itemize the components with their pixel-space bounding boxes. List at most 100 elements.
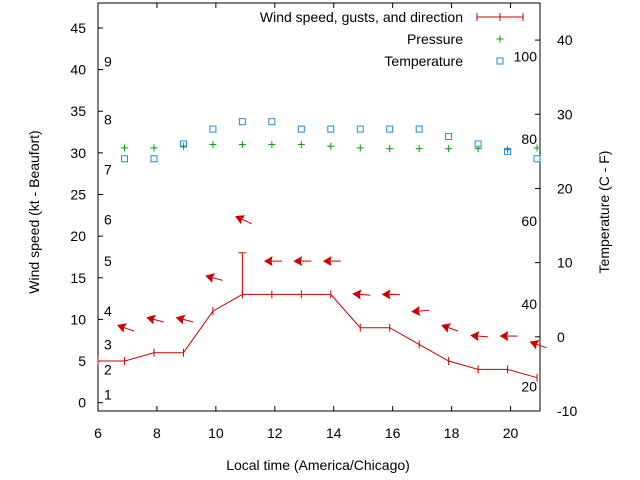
y-right-tick-label: 10 xyxy=(557,255,573,271)
y-left-tick-label: 40 xyxy=(70,62,86,78)
arrow-head xyxy=(499,331,509,342)
x-tick-label: 20 xyxy=(503,425,519,441)
temperature-point xyxy=(268,118,276,126)
wind-direction-arrow xyxy=(322,256,341,267)
y-left-tick-label: 35 xyxy=(70,103,86,119)
legend-label-wind: Wind speed, gusts, and direction xyxy=(260,9,463,25)
pressure-point xyxy=(327,142,335,150)
pressure-point xyxy=(445,145,453,153)
arrow-head xyxy=(441,323,452,333)
arrow-head xyxy=(235,215,246,225)
wind-direction-arrow xyxy=(116,323,135,333)
beaufort-label: 1 xyxy=(104,386,112,402)
y-left-tick-label: 15 xyxy=(70,270,86,286)
y-left-tick-label: 5 xyxy=(78,353,86,369)
pressure-point xyxy=(121,144,129,152)
x-tick-label: 14 xyxy=(326,425,342,441)
temperature-point xyxy=(386,125,394,133)
pressure-point xyxy=(415,145,423,153)
wind-direction-arrow xyxy=(146,314,164,325)
y-right-tick-label: 20 xyxy=(557,180,573,196)
pressure-point xyxy=(297,141,305,149)
pressure-point xyxy=(356,144,364,152)
temperature-point xyxy=(121,155,129,163)
temperature-point xyxy=(356,125,364,133)
y-left-tick-label: 25 xyxy=(70,187,86,203)
temperature-point xyxy=(445,133,453,141)
y-left-tick-label: 10 xyxy=(70,311,86,327)
temperature-point xyxy=(415,125,423,133)
x-axis-label: Local time (America/Chicago) xyxy=(226,457,410,473)
beaufort-label: 3 xyxy=(104,336,112,352)
y-left-tick-label: 30 xyxy=(70,145,86,161)
y-right-tick-label: 30 xyxy=(557,106,573,122)
beaufort-label: 8 xyxy=(104,112,112,128)
arrow-head xyxy=(116,323,127,333)
legend: Wind speed, gusts, and direction Pressure… xyxy=(260,9,524,69)
arrow-head xyxy=(411,306,421,317)
wind-direction-arrow xyxy=(175,314,194,325)
wind-speed-line xyxy=(98,293,538,379)
y-right-tick-label: 0 xyxy=(557,329,565,345)
pressure-point xyxy=(386,145,394,153)
beaufort-label: 5 xyxy=(104,253,112,269)
pressure-point xyxy=(533,144,541,152)
arrow-head xyxy=(175,314,186,325)
arrow-head xyxy=(529,339,540,350)
wind-direction-arrow xyxy=(470,331,489,342)
x-tick-label: 12 xyxy=(267,425,283,441)
arrow-head xyxy=(352,289,362,300)
temperature-point xyxy=(150,155,158,163)
wind-direction-arrow xyxy=(263,256,282,267)
x-tick-label: 16 xyxy=(385,425,401,441)
fahrenheit-label: 40 xyxy=(521,296,537,312)
fahrenheit-label: 60 xyxy=(521,213,537,229)
pressure-point xyxy=(179,142,187,150)
arrow-head xyxy=(293,256,303,267)
pressure-point xyxy=(150,144,158,152)
temperature-point xyxy=(504,147,512,155)
arrow-head xyxy=(381,289,391,300)
arrow-head xyxy=(205,273,215,283)
temperature-point xyxy=(474,140,482,148)
fahrenheit-label: 20 xyxy=(521,379,537,395)
legend-label-pressure: Pressure xyxy=(407,31,463,47)
pressure-point xyxy=(268,141,276,149)
pressure-point xyxy=(209,141,217,149)
y-axis-right-label: Temperature (C - F) xyxy=(596,151,612,274)
wind-direction-arrow xyxy=(411,306,430,317)
plot-frame xyxy=(97,2,541,412)
temperature-point xyxy=(179,140,187,148)
arrow-head xyxy=(146,314,157,325)
temperature-point xyxy=(209,125,217,133)
x-tick-label: 6 xyxy=(94,425,102,441)
axes-layer: 6 8 10 12 14 16 18 20051015202530354045-1001020… xyxy=(70,2,577,441)
beaufort-label: 7 xyxy=(104,162,112,178)
fahrenheit-label: 100 xyxy=(514,48,538,64)
pressure-point xyxy=(238,141,246,149)
beaufort-label: 6 xyxy=(104,211,112,227)
wind-direction-arrow xyxy=(529,339,547,350)
wind-direction-arrow xyxy=(352,289,371,300)
y-axis-left-label: Wind speed (kt - Beaufort) xyxy=(26,130,42,293)
wind-direction-arrow xyxy=(499,331,518,342)
pressure-point xyxy=(504,146,512,154)
y-left-tick-label: 45 xyxy=(70,20,86,36)
wind-direction-arrow xyxy=(205,273,223,283)
wind-direction-arrow xyxy=(441,323,459,333)
y-right-tick-label: 40 xyxy=(557,32,573,48)
y-left-tick-label: 0 xyxy=(78,395,86,411)
wind-direction-arrow xyxy=(293,256,312,267)
arrow-head xyxy=(470,331,480,342)
temperature-point xyxy=(533,155,541,163)
legend-swatch-temperature xyxy=(496,57,504,65)
y-right-tick-label: -10 xyxy=(557,403,577,419)
wind-direction-arrow xyxy=(235,215,252,225)
x-tick-label: 10 xyxy=(208,425,224,441)
x-tick-label: 8 xyxy=(153,425,161,441)
temperature-point xyxy=(327,125,335,133)
fahrenheit-label: 80 xyxy=(521,131,537,147)
wind-direction-arrow xyxy=(381,289,400,300)
beaufort-label: 4 xyxy=(104,303,112,319)
